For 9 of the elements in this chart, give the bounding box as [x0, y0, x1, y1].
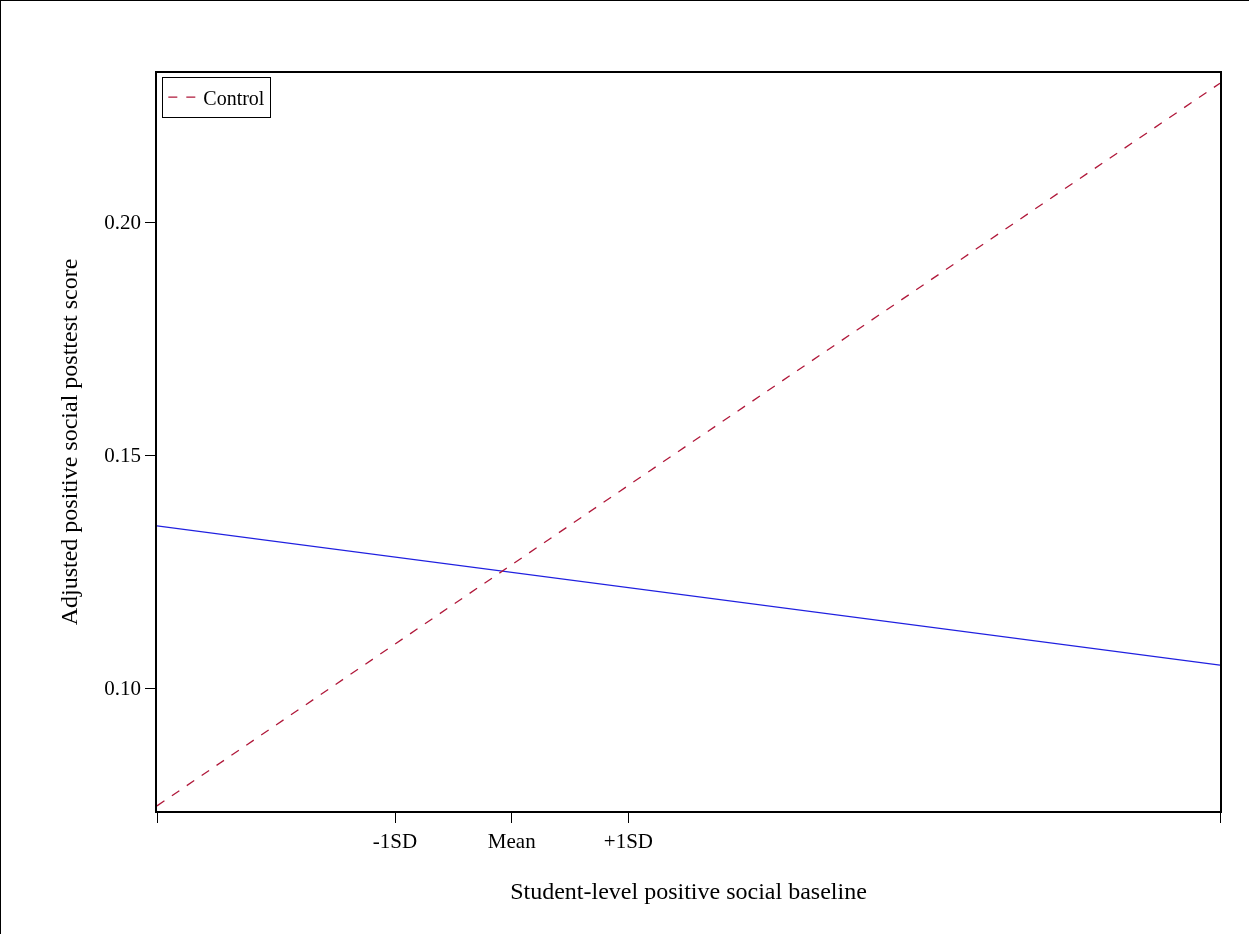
legend-label: Control [203, 86, 265, 109]
y-tick-label: 0.20 [104, 210, 142, 235]
x-axis-title: Student-level positive social baseline [510, 877, 867, 904]
y-tick-label: 0.15 [104, 443, 142, 468]
x-tick-label: -1SD [372, 828, 418, 853]
x-tick-label: Mean [487, 828, 537, 853]
y-tick-label: 0.10 [104, 676, 142, 701]
x-tick-label: +1SD [603, 828, 654, 853]
y-axis-title: Adjusted positive social posttest score [55, 258, 82, 626]
